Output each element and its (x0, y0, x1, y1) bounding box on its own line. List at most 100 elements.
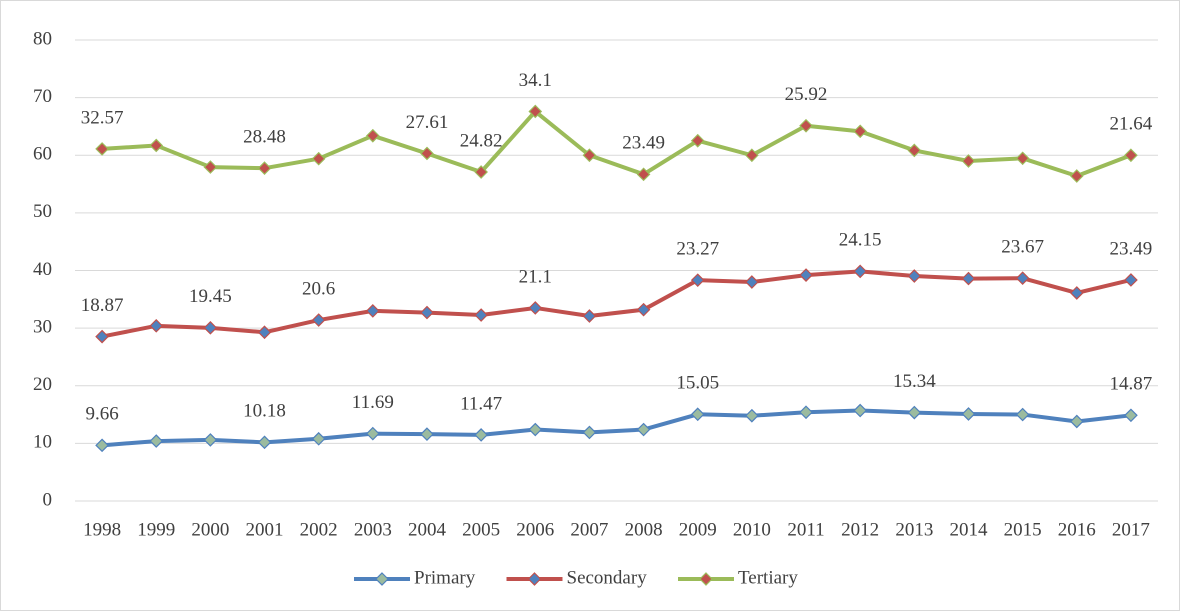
y-tick-label: 70 (33, 86, 52, 107)
marker (420, 427, 434, 442)
marker (149, 434, 164, 448)
y-tick-label: 10 (33, 432, 52, 453)
marker (1015, 271, 1030, 286)
marker (311, 151, 326, 166)
series-line (101, 408, 1132, 448)
marker (907, 269, 922, 283)
marker (95, 329, 109, 344)
data-label: 23.27 (676, 239, 719, 260)
marker (365, 128, 380, 143)
data-label: 14.87 (1110, 374, 1153, 395)
data-label: 15.34 (893, 371, 936, 392)
x-tick-label: 2004 (408, 519, 447, 540)
data-label: 21.64 (1110, 114, 1153, 135)
marker (474, 165, 488, 179)
marker (474, 308, 488, 322)
data-label: 34.1 (519, 70, 552, 91)
marker (203, 433, 218, 447)
marker (420, 146, 434, 161)
marker (1124, 408, 1138, 423)
marker (799, 405, 813, 420)
marker (961, 407, 976, 421)
marker (311, 431, 326, 446)
marker (961, 271, 976, 286)
data-label: 32.57 (81, 107, 124, 128)
data-label: 28.48 (243, 127, 286, 148)
series-line (101, 109, 1132, 178)
marker (203, 320, 218, 335)
marker (690, 407, 705, 422)
x-tick-label: 2008 (625, 519, 663, 540)
marker (853, 403, 868, 418)
x-tick-label: 2011 (787, 519, 824, 540)
marker (528, 422, 543, 437)
marker (311, 313, 326, 327)
x-tick-label: 2001 (246, 519, 284, 540)
marker (420, 305, 434, 320)
marker (582, 425, 597, 440)
data-label: 24.15 (839, 230, 882, 251)
legend-marker (699, 572, 713, 586)
marker (907, 405, 922, 420)
x-tick-label: 2016 (1058, 519, 1096, 540)
marker (1124, 273, 1138, 287)
marker (853, 264, 868, 279)
marker (365, 426, 380, 441)
x-tick-label: 2013 (895, 519, 933, 540)
x-tick-label: 2017 (1112, 519, 1150, 540)
data-label: 11.69 (352, 392, 394, 413)
x-tick-label: 2014 (949, 519, 988, 540)
data-label: 10.18 (243, 401, 286, 422)
x-tick-label: 2012 (841, 519, 879, 540)
marker (257, 325, 272, 340)
data-label: 21.1 (519, 266, 552, 287)
marker (745, 408, 759, 423)
y-tick-label: 60 (33, 144, 52, 165)
data-label: 25.92 (785, 84, 828, 105)
data-label: 24.82 (460, 130, 503, 151)
marker (690, 273, 705, 288)
data-label: 15.05 (676, 373, 719, 394)
marker (95, 438, 109, 453)
legend-label: Secondary (567, 567, 648, 588)
y-tick-label: 80 (33, 28, 52, 49)
x-tick-label: 1999 (137, 519, 175, 540)
data-label: 23.49 (1110, 238, 1153, 259)
y-tick-label: 40 (33, 259, 52, 280)
x-tick-label: 2005 (462, 519, 500, 540)
marker (474, 428, 488, 442)
marker (690, 133, 705, 148)
marker (257, 435, 272, 450)
data-label: 11.47 (460, 393, 502, 414)
data-label: 18.87 (81, 295, 124, 316)
marker (745, 275, 759, 289)
data-label: 9.66 (85, 404, 118, 425)
x-tick-label: 2010 (733, 519, 771, 540)
marker (1069, 286, 1084, 300)
y-tick-label: 20 (33, 374, 52, 395)
data-label: 27.61 (406, 112, 449, 133)
marker (907, 143, 922, 158)
marker (1124, 148, 1138, 163)
marker (636, 422, 651, 437)
data-label: 23.67 (1001, 237, 1044, 258)
marker (1069, 169, 1084, 183)
marker (257, 161, 272, 176)
legend-marker (527, 572, 542, 586)
marker (582, 148, 597, 163)
marker (582, 309, 597, 323)
marker (1015, 151, 1030, 166)
x-tick-label: 2003 (354, 519, 392, 540)
marker (799, 268, 813, 282)
marker (203, 160, 218, 174)
legend-marker (375, 572, 389, 586)
x-tick-label: 2007 (570, 519, 608, 540)
series-line (101, 269, 1132, 339)
marker (636, 167, 651, 182)
marker (799, 118, 813, 133)
marker (528, 104, 543, 119)
x-tick-label: 2006 (516, 519, 554, 540)
x-tick-label: 2002 (300, 519, 338, 540)
